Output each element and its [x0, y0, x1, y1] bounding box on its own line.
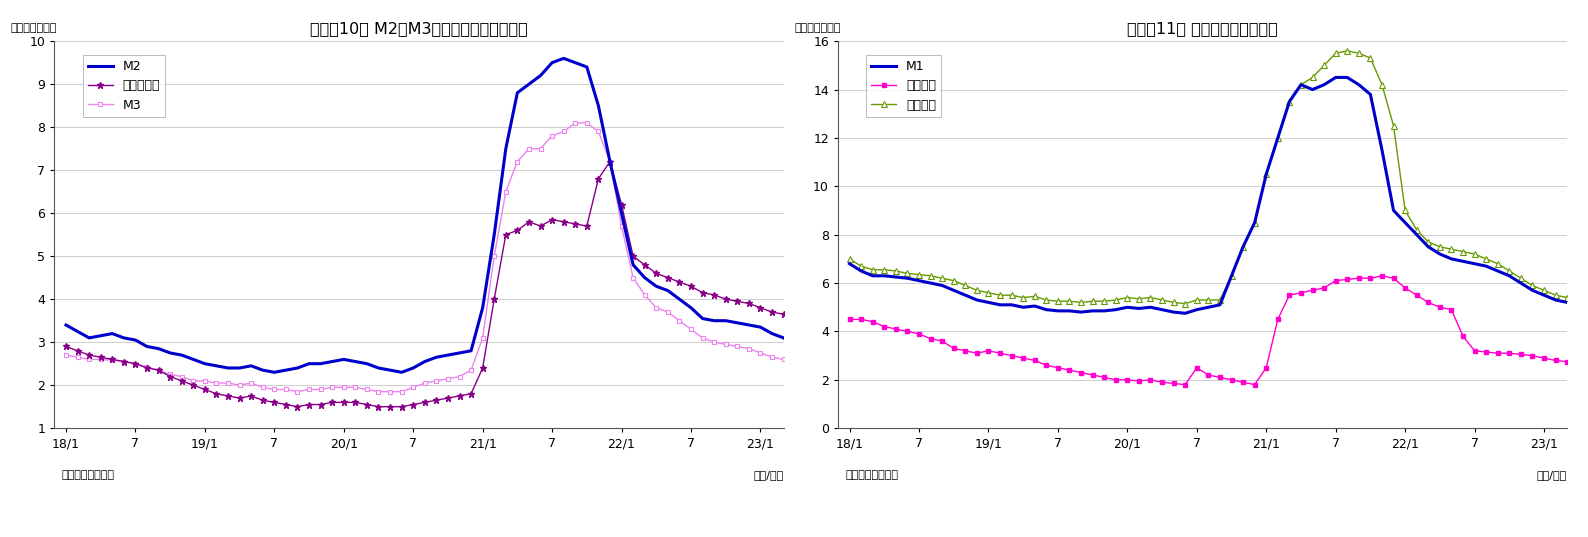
広義流動性 — [57, 343, 76, 350]
Text: （年/月）: （年/月） — [1537, 470, 1567, 481]
M1 — [1547, 297, 1566, 303]
預金通貨 — [1026, 293, 1045, 300]
M2 — [773, 335, 792, 341]
M1 — [1118, 304, 1137, 310]
M3 — [484, 253, 503, 259]
現金通貨 — [1558, 359, 1577, 365]
Legend: M1, 現金通貨, 預金通貨: M1, 現金通貨, 預金通貨 — [865, 55, 942, 117]
Text: （前年比、％）: （前年比、％） — [794, 24, 840, 33]
現金通貨 — [840, 316, 859, 323]
広義流動性 — [346, 399, 365, 405]
預金通貨 — [1569, 297, 1588, 303]
現金通貨 — [1026, 357, 1045, 364]
Title: （図表10） M2、M3、広義流動性の伸び率: （図表10） M2、M3、広義流動性の伸び率 — [310, 21, 527, 36]
Line: M1: M1 — [850, 77, 1588, 318]
M3 — [57, 352, 76, 358]
現金通貨 — [1269, 316, 1288, 323]
M3 — [889, 369, 908, 375]
Text: （前年比、％）: （前年比、％） — [11, 24, 57, 33]
預金通貨 — [840, 256, 859, 262]
Line: 広義流動性: 広義流動性 — [62, 158, 904, 410]
Text: （資料）日本銀行: （資料）日本銀行 — [845, 470, 899, 481]
広義流動性 — [287, 403, 306, 410]
M3 — [832, 360, 851, 367]
Text: （資料）日本銀行: （資料）日本銀行 — [62, 470, 114, 481]
現金通貨 — [1372, 273, 1391, 279]
M2 — [797, 347, 816, 354]
広義流動性 — [773, 311, 792, 317]
広義流動性 — [797, 315, 816, 322]
M1 — [840, 260, 859, 267]
M1 — [1326, 74, 1345, 81]
Text: （年/月）: （年/月） — [753, 470, 783, 481]
現金通貨 — [1580, 360, 1588, 366]
M3 — [797, 362, 816, 369]
現金通貨 — [1118, 376, 1137, 383]
M2 — [265, 369, 284, 375]
現金通貨 — [1175, 381, 1194, 388]
Legend: M2, 広義流動性, M3: M2, 広義流動性, M3 — [83, 55, 165, 117]
Title: （図表11） 現金・預金の伸び率: （図表11） 現金・預金の伸び率 — [1127, 21, 1278, 36]
広義流動性 — [484, 296, 503, 302]
預金通貨 — [1547, 292, 1566, 299]
預金通貨 — [1337, 48, 1356, 54]
広義流動性 — [832, 311, 851, 317]
預金通貨 — [1256, 171, 1275, 177]
Line: 預金通貨: 預金通貨 — [846, 48, 1588, 321]
広義流動性 — [241, 393, 260, 399]
M2 — [346, 358, 365, 365]
M1 — [1569, 302, 1588, 308]
M1 — [1256, 171, 1275, 177]
M3 — [565, 120, 584, 126]
Line: M3: M3 — [64, 120, 902, 394]
預金通貨 — [1118, 294, 1137, 301]
広義流動性 — [600, 158, 619, 165]
M1 — [1026, 303, 1045, 309]
広義流動性 — [889, 313, 908, 320]
M3 — [287, 388, 306, 395]
M2 — [554, 55, 573, 62]
Line: 現金通貨: 現金通貨 — [846, 273, 1588, 387]
Line: M2: M2 — [67, 59, 899, 372]
M2 — [484, 231, 503, 238]
M3 — [773, 356, 792, 362]
M3 — [241, 380, 260, 386]
M3 — [346, 384, 365, 390]
M2 — [241, 362, 260, 369]
M2 — [889, 350, 908, 356]
M2 — [57, 322, 76, 328]
M2 — [832, 347, 851, 354]
